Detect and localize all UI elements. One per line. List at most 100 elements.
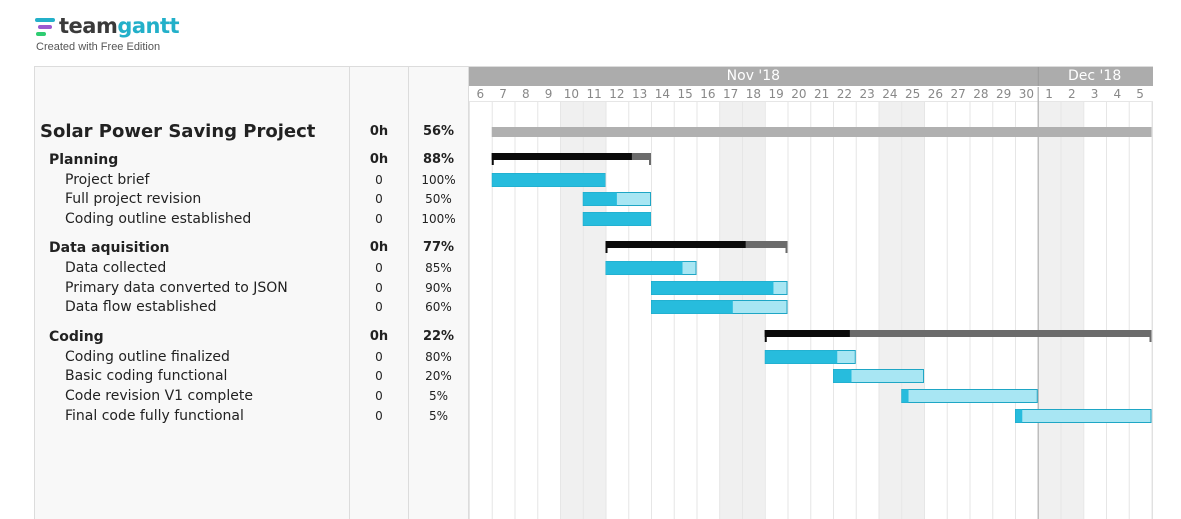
teamgantt-logo-icon <box>35 16 55 36</box>
logo-text-part1: team <box>59 14 118 38</box>
task-name: Primary data converted to JSON <box>65 280 288 296</box>
task-name: Coding outline established <box>65 211 252 227</box>
group-percent: 22% <box>422 329 455 344</box>
day-label: 13 <box>632 87 647 101</box>
task-hours: 0 <box>375 300 383 314</box>
month-label: Nov '18 <box>727 68 780 84</box>
task-percent: 50% <box>425 192 452 206</box>
task-bar-progress <box>833 369 852 383</box>
task-hours: 0 <box>375 212 383 226</box>
day-label: 22 <box>837 87 852 101</box>
task-percent: 20% <box>425 369 452 383</box>
teamgantt-logo-text: teamgantt <box>59 14 180 38</box>
task-bar-progress <box>492 173 605 187</box>
month-header <box>469 67 1153 86</box>
day-label: 21 <box>814 87 829 101</box>
percent-column <box>409 67 469 519</box>
task-percent: 90% <box>425 281 452 295</box>
hours-column <box>350 67 409 519</box>
task-hours: 0 <box>375 409 383 423</box>
day-label: 28 <box>973 87 988 101</box>
weekend-column <box>1037 101 1061 519</box>
day-label: 19 <box>768 87 783 101</box>
day-label: 30 <box>1019 87 1034 101</box>
weekend-column <box>878 101 902 519</box>
task-bar-progress <box>1015 409 1023 423</box>
group-bar-right-cap <box>785 241 788 253</box>
day-header <box>469 86 1153 101</box>
day-label: 23 <box>859 87 874 101</box>
day-label: 12 <box>609 87 624 101</box>
day-label: 20 <box>791 87 806 101</box>
group-hours: 0h <box>369 240 389 255</box>
project-name: Solar Power Saving Project <box>40 121 316 142</box>
task-hours: 0 <box>375 192 383 206</box>
day-label: 15 <box>677 87 692 101</box>
day-label: 9 <box>545 87 553 101</box>
day-label: 25 <box>905 87 920 101</box>
task-percent: 85% <box>425 261 452 275</box>
gantt-timeline: Nov '18 Dec '186 7 8 9 10 11 12 13 14 15 16 17 18 19 20… <box>469 67 1153 519</box>
task-name: Full project revision <box>65 191 202 207</box>
group-bar-right-cap <box>1149 330 1152 342</box>
day-label: 27 <box>950 87 965 101</box>
task-name-column <box>35 67 350 519</box>
weekend-column <box>582 101 606 519</box>
teamgantt-brand: teamgantt Created with Free Edition <box>35 14 180 53</box>
task-bar-progress <box>651 300 733 314</box>
month-label: Dec '18 <box>1068 68 1121 84</box>
group-name: Planning <box>49 152 119 168</box>
day-label: 29 <box>996 87 1011 101</box>
task-percent: 5% <box>428 409 449 423</box>
task-name: Basic coding functional <box>65 368 228 384</box>
group-name: Data aquisition <box>49 240 170 256</box>
group-percent: 77% <box>422 240 455 255</box>
task-bar-progress <box>583 192 617 206</box>
day-label: 5 <box>1136 87 1144 101</box>
day-label: 18 <box>746 87 761 101</box>
group-hours: 0h <box>369 329 389 344</box>
day-label: 14 <box>655 87 670 101</box>
task-bar <box>1015 409 1152 423</box>
task-hours: 0 <box>375 261 383 275</box>
day-label: 17 <box>723 87 738 101</box>
task-hours: 0 <box>375 369 383 383</box>
task-name: Final code fully functional <box>65 408 244 424</box>
weekend-column <box>901 101 924 519</box>
task-hours: 0 <box>375 281 383 295</box>
day-label: 2 <box>1068 87 1076 101</box>
group-bar-progress <box>605 241 746 248</box>
day-label: 26 <box>928 87 943 101</box>
weekend-column <box>560 101 583 519</box>
group-bar-left-cap <box>491 153 494 165</box>
task-bar-progress <box>606 261 683 275</box>
task-bar-progress <box>901 389 909 403</box>
day-label: 3 <box>1091 87 1099 101</box>
project-percent: 56% <box>422 124 455 139</box>
task-bar-progress <box>583 212 651 226</box>
task-bar <box>901 389 1038 403</box>
group-bar-left-cap <box>764 330 767 342</box>
logo-text-part2: gantt <box>117 14 180 38</box>
day-label: 4 <box>1114 87 1122 101</box>
group-percent: 88% <box>422 152 455 167</box>
task-name: Code revision V1 complete <box>65 388 253 404</box>
task-bar-progress <box>765 350 838 364</box>
day-label: 8 <box>522 87 530 101</box>
task-percent: 80% <box>425 350 452 364</box>
task-bar-progress <box>651 281 774 295</box>
project-bar <box>491 127 1152 137</box>
task-percent: 60% <box>425 300 452 314</box>
task-name: Data collected <box>65 260 167 276</box>
day-label: 6 <box>477 87 485 101</box>
task-percent: 100% <box>421 173 456 187</box>
day-label: 7 <box>499 87 507 101</box>
task-name: Coding outline finalized <box>65 349 230 365</box>
group-bar-left-cap <box>605 241 608 253</box>
group-bar-progress <box>491 153 632 160</box>
group-name: Coding <box>49 329 104 345</box>
day-label: 10 <box>564 87 579 101</box>
task-name: Project brief <box>65 172 150 188</box>
task-name: Data flow established <box>65 299 217 315</box>
project-hours: 0h <box>369 124 389 139</box>
